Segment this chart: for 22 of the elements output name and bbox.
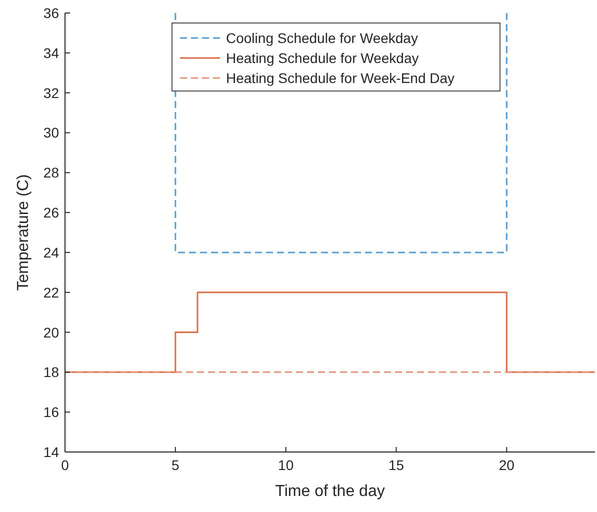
y-tick-label: 20 [43,324,60,340]
y-tick-label: 32 [43,84,60,101]
legend-label: Cooling Schedule for Weekday [226,30,418,46]
x-tick-label: 15 [388,457,404,473]
y-tick-label: 36 [43,5,60,21]
y-tick-label: 24 [43,244,60,260]
legend-label: Heating Schedule for Weekday [226,50,419,66]
y-tick-label: 14 [43,444,60,460]
x-tick-label: 10 [278,457,294,473]
y-tick-label: 30 [43,124,60,141]
y-tick-label: 28 [43,164,60,181]
y-tick-label: 22 [43,284,60,300]
y-tick-label: 18 [43,364,60,380]
legend-label: Heating Schedule for Week-End Day [226,70,455,86]
x-tick-label: 20 [498,457,515,473]
y-tick-label: 26 [43,204,60,221]
x-tick-label: 5 [172,457,180,473]
y-tick-label: 16 [43,404,60,420]
x-tick-label: 0 [61,457,70,473]
y-tick-label: 34 [43,44,60,61]
x-axis-title: Time of the day [275,483,385,500]
y-axis-title: Temperature (C) [15,174,32,291]
